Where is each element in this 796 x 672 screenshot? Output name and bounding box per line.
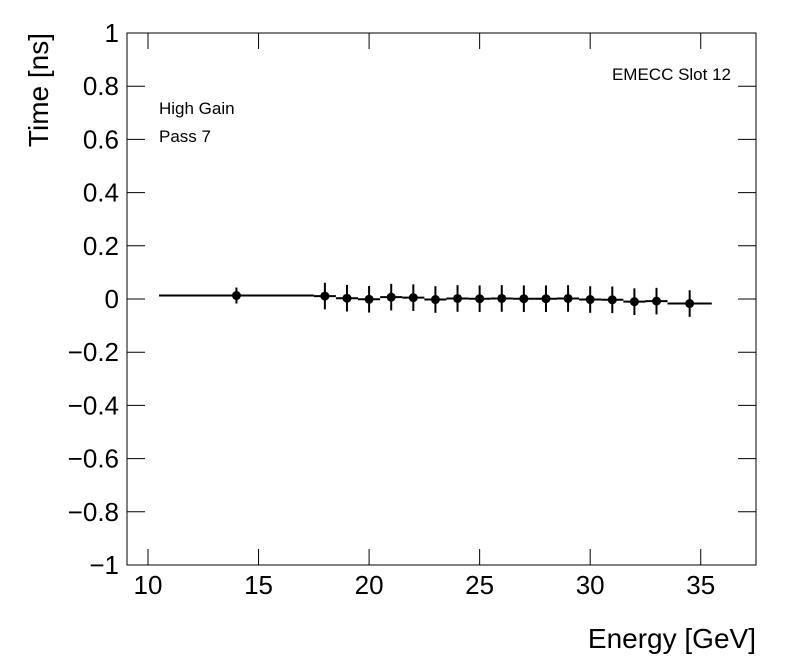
x-tick-label: 30	[576, 570, 605, 600]
y-tick-label: 0.4	[83, 178, 119, 208]
annotation: Pass 7	[159, 127, 211, 146]
x-tick-label: 15	[244, 570, 273, 600]
y-tick-label: −0.8	[68, 497, 119, 527]
y-tick-label: −0.6	[68, 444, 119, 474]
annotation: EMECC Slot 12	[612, 65, 731, 84]
x-tick-label: 20	[355, 570, 384, 600]
point	[563, 293, 573, 303]
point	[629, 297, 639, 307]
x-tick-label: 10	[134, 570, 163, 600]
y-tick-label: −0.2	[68, 337, 119, 367]
point	[430, 295, 440, 305]
point	[453, 293, 463, 303]
y-tick-label: −0.4	[68, 390, 119, 420]
x-axis-title: Energy [GeV]	[588, 623, 756, 654]
point	[342, 293, 352, 303]
point	[585, 295, 595, 305]
point	[386, 292, 396, 302]
y-tick-label: −1	[89, 550, 119, 580]
y-tick-label: 0.2	[83, 231, 119, 261]
x-tick-label: 25	[465, 570, 494, 600]
y-tick-label: 0.8	[83, 71, 119, 101]
point	[685, 299, 695, 309]
y-tick-label: 1	[105, 18, 119, 48]
point	[541, 294, 551, 304]
point	[607, 295, 617, 305]
point	[364, 294, 374, 304]
point	[497, 293, 507, 303]
y-tick-label: 0.6	[83, 124, 119, 154]
point	[652, 296, 662, 306]
point	[231, 291, 241, 301]
y-tick-label: 0	[105, 284, 119, 314]
point	[408, 293, 418, 303]
point	[519, 294, 529, 304]
x-tick-label: 35	[686, 570, 715, 600]
point	[475, 294, 485, 304]
annotation: High Gain	[159, 99, 235, 118]
point	[320, 291, 330, 301]
y-axis-title: Time [ns]	[23, 33, 54, 147]
